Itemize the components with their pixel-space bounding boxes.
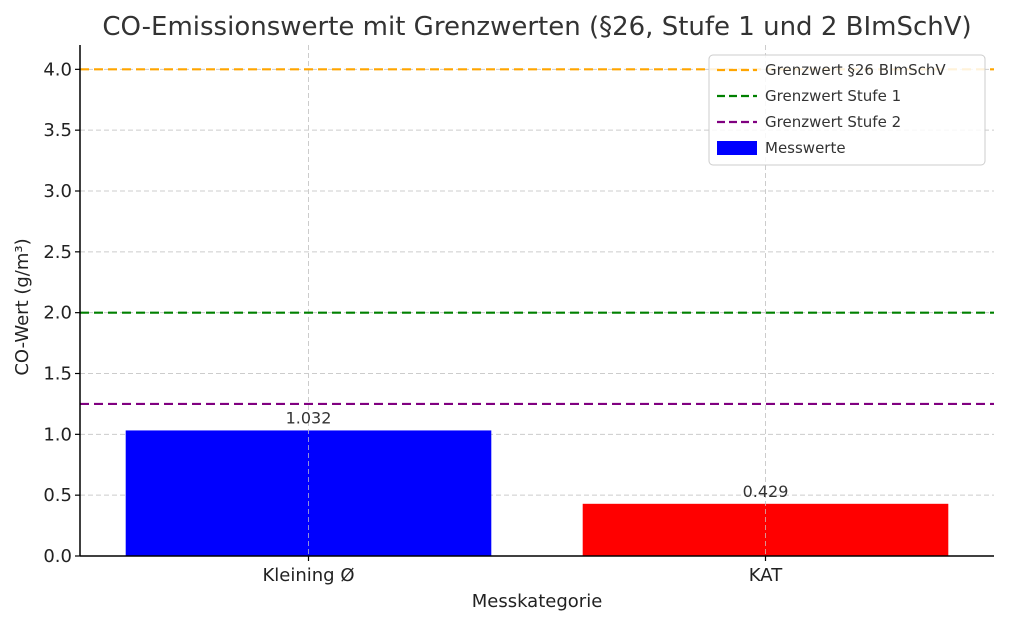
legend-label: Grenzwert §26 BImSchV: [765, 61, 946, 79]
chart-title: CO-Emissionswerte mit Grenzwerten (§26, …: [102, 12, 971, 42]
y-tick-label: 1.0: [43, 424, 72, 445]
legend-swatch-bar: [717, 141, 757, 155]
legend-label: Grenzwert Stufe 1: [765, 87, 901, 105]
y-tick-label: 0.5: [43, 485, 72, 506]
legend-label: Grenzwert Stufe 2: [765, 113, 901, 131]
y-tick-label: 3.0: [43, 181, 72, 202]
y-tick-label: 1.5: [43, 364, 72, 385]
data-label: 1.032: [286, 408, 332, 427]
data-label: 0.429: [743, 482, 789, 501]
x-tick-label: Kleining Ø: [262, 565, 354, 586]
y-ticks: 0.0 0.5 1.0 1.5 2.0 2.5 3.0 3.5 4.0: [43, 59, 80, 567]
y-tick-label: 2.5: [43, 242, 72, 263]
data-labels: 1.032 0.429: [286, 408, 789, 500]
bars: [125, 45, 949, 556]
x-axis-label: Messkategorie: [472, 591, 603, 612]
x-ticks: Kleining Ø KAT: [262, 556, 783, 586]
y-tick-label: 4.0: [43, 59, 72, 80]
legend-box: [708, 54, 986, 166]
legend: Grenzwert §26 BImSchV Grenzwert Stufe 1 Gr…: [708, 54, 986, 166]
y-tick-label: 2.0: [43, 303, 72, 324]
y-tick-label: 0.0: [43, 546, 72, 567]
y-tick-label: 3.5: [43, 120, 72, 141]
x-tick-label: KAT: [749, 565, 783, 586]
y-axis-label: CO-Wert (g/m³): [12, 238, 33, 375]
legend-label: Messwerte: [765, 139, 846, 157]
